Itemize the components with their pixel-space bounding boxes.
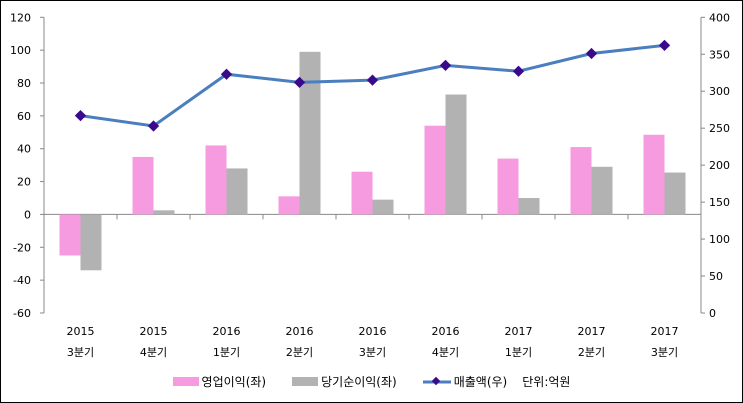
x-label-year: 2016 (286, 325, 314, 338)
revenue-marker (658, 39, 671, 52)
bar-operating-profit (205, 145, 227, 215)
x-label-quarter: 3분기 (359, 346, 386, 359)
bar-operating-profit (132, 156, 154, 215)
x-label-quarter: 3분기 (67, 346, 94, 359)
left-tick-label: 60 (17, 110, 31, 123)
right-tick-label: 100 (709, 233, 730, 246)
bar-net-income (445, 94, 467, 215)
bar-operating-profit (497, 158, 519, 215)
x-label-year: 2016 (432, 325, 460, 338)
x-label-quarter: 4분기 (140, 346, 167, 359)
left-tick-label: -40 (13, 274, 31, 287)
x-label-year: 2017 (578, 325, 606, 338)
revenue-marker (585, 47, 598, 60)
right-tick-label: 150 (709, 196, 730, 209)
legend-label: 영업이익(좌) (201, 375, 267, 389)
x-label-quarter: 4분기 (432, 346, 459, 359)
bar-operating-profit (278, 196, 300, 215)
revenue-marker (439, 59, 452, 72)
bar-operating-profit (643, 134, 665, 215)
bar-net-income (226, 168, 248, 215)
right-tick-label: 250 (709, 122, 730, 135)
bar-operating-profit (351, 171, 373, 215)
x-label-quarter: 1분기 (213, 346, 240, 359)
bar-net-income (299, 51, 321, 215)
right-tick-label: 0 (709, 307, 716, 320)
x-label-year: 2016 (213, 325, 241, 338)
revenue-marker (366, 74, 379, 86)
right-tick-label: 200 (709, 159, 730, 172)
right-tick-label: 300 (709, 85, 730, 98)
revenue-marker (512, 65, 525, 77)
x-label-quarter: 3분기 (651, 346, 678, 359)
bar-net-income (372, 199, 394, 215)
left-tick-label: 120 (10, 11, 31, 24)
right-tick-label: 400 (709, 11, 730, 24)
x-label-quarter: 2분기 (578, 346, 605, 359)
x-label-year: 2017 (651, 325, 679, 338)
bar-operating-profit (59, 214, 81, 256)
x-label-quarter: 2분기 (286, 346, 313, 359)
left-tick-label: 20 (17, 176, 31, 189)
legend-swatch-pink (172, 377, 199, 386)
bar-net-income (518, 198, 540, 215)
left-tick-label: 100 (10, 44, 31, 57)
left-tick-label: -60 (13, 307, 31, 320)
x-label-year: 2015 (140, 325, 168, 338)
bar-operating-profit (570, 147, 592, 215)
bar-net-income (80, 214, 102, 271)
right-tick-label: 350 (709, 48, 730, 61)
legend-swatch-gray (292, 377, 319, 386)
x-label-year: 2015 (67, 325, 95, 338)
bar-operating-profit (424, 125, 446, 215)
legend: 영업이익(좌) 당기순이익(좌) 매출액(우) 단위:억원 (1, 373, 742, 390)
left-tick-label: 0 (24, 208, 31, 221)
right-tick-label: 50 (709, 270, 723, 283)
revenue-marker (74, 109, 87, 122)
combo-chart: -60 -40 -20 0 20 40 60 80 100 120 0 50 100 150 200 250 3… (10, 11, 730, 359)
left-tick-label: 40 (17, 143, 31, 156)
x-label-year: 2016 (359, 325, 387, 338)
left-tick-label: -20 (13, 241, 31, 254)
bar-net-income (591, 166, 613, 215)
legend-label: 당기순이익(좌) (321, 375, 397, 389)
legend-label: 매출액(우) (453, 375, 508, 389)
bar-net-income (153, 210, 175, 215)
x-label-quarter: 1분기 (505, 346, 532, 359)
x-label-year: 2017 (505, 325, 533, 338)
bar-net-income (664, 172, 686, 215)
left-tick-label: 80 (17, 77, 31, 90)
legend-item-revenue: 매출액(우) 단위:억원 (422, 373, 571, 390)
legend-line-marker-icon (422, 376, 451, 385)
unit-note: 단위:억원 (522, 375, 571, 389)
legend-item-operating-profit: 영업이익(좌) (172, 373, 267, 390)
legend-item-net-income: 당기순이익(좌) (292, 373, 397, 390)
